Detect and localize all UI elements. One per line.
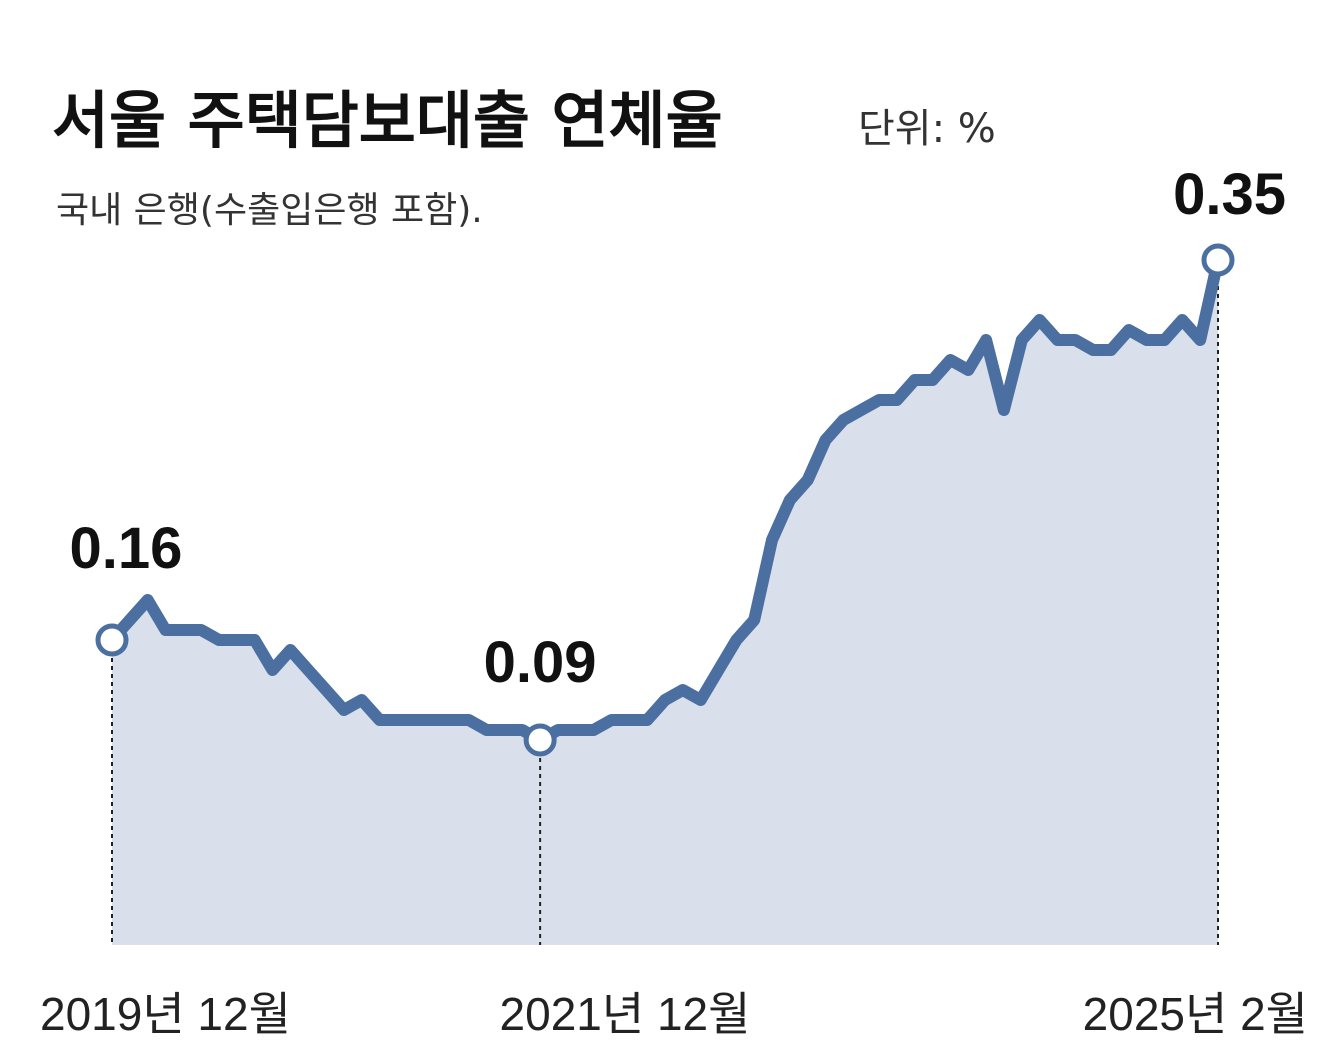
- value-label-1: 0.09: [484, 630, 597, 695]
- chart-subtitle: 국내 은행(수출입은행 포함).: [56, 190, 483, 231]
- value-label-2: 0.35: [1173, 162, 1286, 227]
- plot-area: [95, 243, 1235, 945]
- labels-layer: 0.16 0.09 0.35 2019년 12월 2021년 12월 2025년 2월: [40, 162, 1308, 1040]
- series-area: [112, 260, 1218, 945]
- unit-label: 단위: %: [858, 106, 996, 152]
- x-tick-label-1: 2021년 12월: [500, 988, 751, 1040]
- highlight-marker-0: [95, 623, 129, 657]
- value-label-0: 0.16: [70, 516, 183, 581]
- x-tick-label-0: 2019년 12월: [40, 988, 291, 1040]
- series-line: [106, 254, 1224, 746]
- highlight-marker-2: [1201, 243, 1235, 277]
- highlight-marker-1: [523, 723, 557, 757]
- chart-title: 서울 주택담보대출 연체율: [52, 84, 723, 157]
- x-tick-label-2: 2025년 2월: [1083, 988, 1308, 1040]
